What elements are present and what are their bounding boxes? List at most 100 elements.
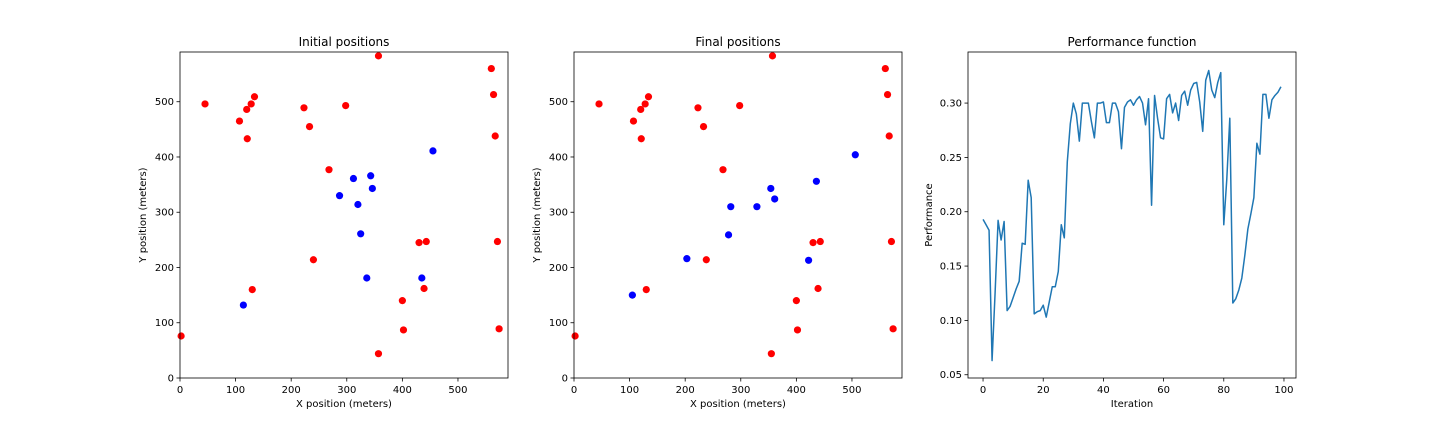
red-point <box>248 285 256 294</box>
blue-point <box>239 301 247 309</box>
blue-point <box>429 147 437 155</box>
red-point <box>644 93 653 101</box>
red-point <box>881 64 889 73</box>
red-point <box>571 332 579 340</box>
blue-point <box>363 274 371 282</box>
chart-title: Performance function <box>1068 35 1197 49</box>
red-point <box>792 297 800 305</box>
x-tick-label: 100 <box>226 385 245 396</box>
chart-title: Final positions <box>695 35 780 49</box>
red-point <box>699 122 708 131</box>
blue-point <box>335 192 344 200</box>
x-tick-label: 400 <box>393 385 412 396</box>
blue-point <box>683 255 691 263</box>
red-point <box>814 284 822 293</box>
y-tick-label: 300 <box>549 208 568 219</box>
red-point <box>493 237 502 246</box>
red-point <box>491 132 499 140</box>
x-tick-label: 300 <box>337 385 356 396</box>
red-point <box>793 326 802 334</box>
chart-panel-3: 0 20 40 60 80 100 0.05 0.10 0.15 0.20 0.25 0.30 Perf… <box>924 35 1297 410</box>
red-point <box>342 102 350 110</box>
x-tick-label: 60 <box>1157 385 1170 396</box>
y-axis-label: Y position (meters) <box>138 167 149 263</box>
x-tick-label: 500 <box>448 385 467 396</box>
chart-panel-1: 0 100 200 300 400 500 0 100 200 300 400 500 Initial … <box>138 35 509 410</box>
y-tick-label: 0.05 <box>940 370 962 381</box>
blue-point <box>354 200 362 209</box>
x-tick-label: 200 <box>282 385 301 396</box>
red-point <box>883 90 892 99</box>
y-tick-label: 400 <box>549 152 568 163</box>
y-tick-label: 0.15 <box>940 262 962 273</box>
y-tick-label: 500 <box>155 97 174 108</box>
performance-line <box>982 69 1282 362</box>
red-point <box>642 285 650 294</box>
blue-point <box>771 195 779 203</box>
y-tick-label: 0 <box>562 374 568 385</box>
red-point <box>887 237 896 246</box>
x-tick-label: 20 <box>1037 385 1050 396</box>
y-tick-label: 0.30 <box>940 99 962 110</box>
red-point <box>420 284 428 293</box>
x-axis-label: X position (meters) <box>690 399 786 410</box>
red-point <box>816 237 824 246</box>
blue-point <box>367 172 375 180</box>
x-tick-label: 200 <box>676 385 695 396</box>
x-tick-label: 100 <box>1274 385 1293 396</box>
red-point <box>495 325 503 333</box>
red-point <box>300 104 308 112</box>
red-point <box>305 122 314 131</box>
y-tick-label: 100 <box>155 318 174 329</box>
red-point <box>325 166 333 174</box>
x-tick-label: 0 <box>571 385 577 396</box>
blue-point <box>368 184 376 193</box>
red-point <box>641 100 649 108</box>
y-tick-label: 0.10 <box>940 316 962 327</box>
blue-point <box>418 274 426 282</box>
y-axis-label: Performance <box>924 183 935 246</box>
red-point <box>487 64 495 73</box>
blue-point <box>812 177 820 185</box>
blue-point <box>767 184 775 193</box>
red-point <box>637 135 645 143</box>
y-tick-label: 0.25 <box>940 153 962 164</box>
red-point <box>889 325 897 333</box>
red-point <box>768 52 777 60</box>
y-tick-label: 300 <box>155 208 174 219</box>
axes-frame <box>573 51 903 379</box>
y-tick-label: 0 <box>168 374 174 385</box>
red-point <box>422 237 430 246</box>
y-tick-label: 200 <box>549 263 568 274</box>
y-axis-label: Y position (meters) <box>532 167 543 263</box>
x-axis-label: X position (meters) <box>296 399 392 410</box>
red-point <box>243 135 251 143</box>
red-point <box>595 100 603 108</box>
blue-point <box>357 230 365 238</box>
red-point <box>235 117 244 125</box>
y-tick-label: 500 <box>549 97 568 108</box>
y-tick-label: 100 <box>549 318 568 329</box>
red-point <box>243 105 251 114</box>
red-point <box>694 104 702 112</box>
x-tick-label: 0 <box>177 385 183 396</box>
x-tick-label: 40 <box>1097 385 1110 396</box>
red-point <box>201 100 209 108</box>
x-tick-label: 400 <box>787 385 806 396</box>
red-point <box>309 256 318 264</box>
red-point <box>736 102 744 110</box>
blue-point <box>628 291 636 299</box>
red-point <box>247 100 255 108</box>
blue-point <box>805 256 813 264</box>
y-tick-label: 400 <box>155 152 174 163</box>
red-point <box>415 239 423 247</box>
blue-point <box>851 151 859 159</box>
blue-point <box>349 174 358 183</box>
chart-title: Initial positions <box>299 35 390 49</box>
blue-point <box>753 203 761 211</box>
axes-frame <box>967 51 1297 379</box>
x-tick-label: 80 <box>1217 385 1230 396</box>
x-tick-label: 500 <box>842 385 861 396</box>
axes-frame <box>179 51 509 379</box>
red-point <box>399 326 408 334</box>
